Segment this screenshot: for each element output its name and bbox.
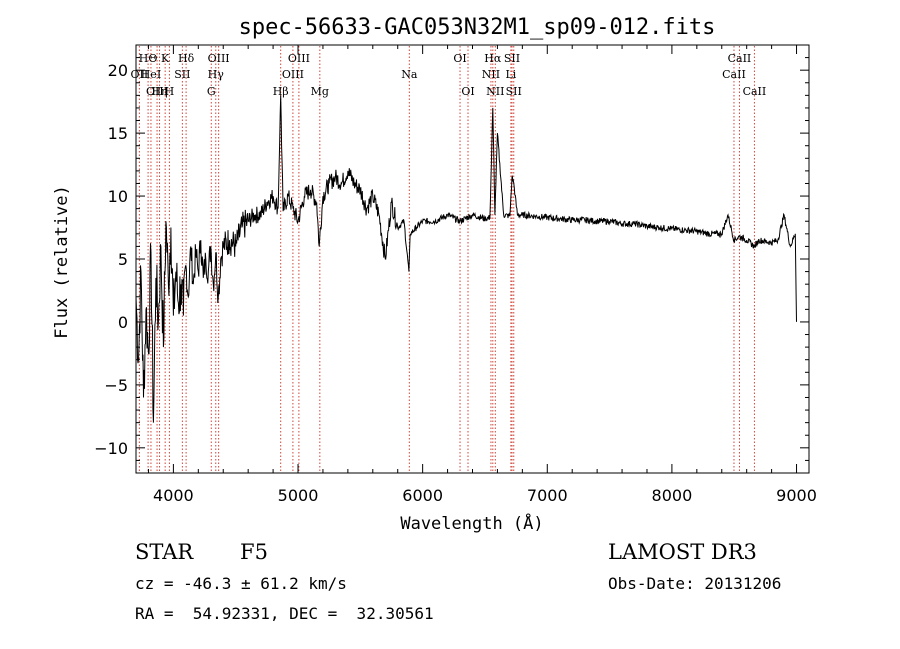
emission-line-label: HeI bbox=[141, 68, 161, 81]
chart-title: spec-56633-GAC053N32M1_sp09-012.fits bbox=[239, 15, 716, 40]
x-tick-label: 7000 bbox=[527, 486, 568, 505]
y-tick-label: 20 bbox=[108, 61, 128, 80]
emission-line-label: CaII bbox=[743, 85, 767, 98]
emission-line-label: NII bbox=[482, 68, 500, 81]
emission-line-label: Hβ bbox=[273, 85, 289, 98]
emission-line-label: G bbox=[207, 85, 216, 98]
emission-line-label: OII bbox=[131, 68, 149, 81]
emission-line-label: Na bbox=[401, 68, 418, 81]
coordinates: RA = 54.92331, DEC = 32.30561 bbox=[135, 604, 434, 623]
x-tick-label: 6000 bbox=[402, 486, 443, 505]
emission-line-label: H bbox=[165, 85, 175, 98]
emission-line-label: Hη bbox=[151, 85, 167, 98]
emission-line-label: CaII bbox=[722, 68, 746, 81]
y-tick-label: 10 bbox=[108, 187, 128, 206]
emission-line-label: OI bbox=[453, 52, 466, 65]
emission-line-label: OIII bbox=[282, 68, 304, 81]
emission-line-label: SII bbox=[504, 52, 520, 65]
emission-line-label: CaII bbox=[728, 52, 752, 65]
emission-line-markers bbox=[138, 46, 755, 472]
emission-line-label: OIII bbox=[146, 85, 168, 98]
y-tick-label: 0 bbox=[118, 313, 128, 332]
emission-line-label: HΘ bbox=[139, 52, 158, 65]
survey-name: LAMOST DR3 bbox=[608, 540, 757, 564]
plot-frame bbox=[135, 44, 810, 474]
spectrum-line bbox=[135, 95, 797, 423]
emission-line-label: Hα bbox=[484, 52, 502, 65]
emission-line-label: OIII bbox=[208, 52, 230, 65]
y-tick-label: −5 bbox=[104, 376, 128, 395]
y-axis-label: Flux (relative) bbox=[52, 185, 72, 339]
emission-line-label: Hγ bbox=[208, 68, 225, 81]
emission-line-label: OI bbox=[461, 85, 474, 98]
x-axis-label: Wavelength (Å) bbox=[400, 512, 543, 534]
object-subclass: F5 bbox=[240, 540, 268, 564]
y-tick-label: −10 bbox=[94, 439, 128, 458]
y-axis: −10 −5 0 5 10 15 20 bbox=[94, 44, 809, 461]
emission-line-label: Mg bbox=[311, 85, 329, 98]
y-tick-label: 15 bbox=[108, 124, 128, 143]
x-tick-label: 9000 bbox=[776, 486, 817, 505]
emission-line-label: Li bbox=[505, 68, 516, 81]
y-tick-label: 5 bbox=[118, 250, 128, 269]
x-tick-label: 8000 bbox=[652, 486, 693, 505]
emission-line-label: OIII bbox=[288, 52, 310, 65]
x-tick-label: 5000 bbox=[278, 486, 319, 505]
observation-date: Obs-Date: 20131206 bbox=[608, 574, 782, 593]
emission-line-label: NII bbox=[486, 85, 504, 98]
emission-line-label: SII bbox=[174, 68, 190, 81]
redshift-velocity: cz = -46.3 ± 61.2 km/s bbox=[135, 574, 347, 593]
emission-line-label: K bbox=[161, 52, 170, 65]
x-tick-label: 4000 bbox=[153, 486, 194, 505]
emission-line-label: SII bbox=[506, 85, 522, 98]
object-class: STAR bbox=[135, 540, 194, 564]
emission-line-label: Hδ bbox=[178, 52, 195, 65]
x-axis: 4000 5000 6000 7000 8000 9000 bbox=[147, 45, 817, 505]
